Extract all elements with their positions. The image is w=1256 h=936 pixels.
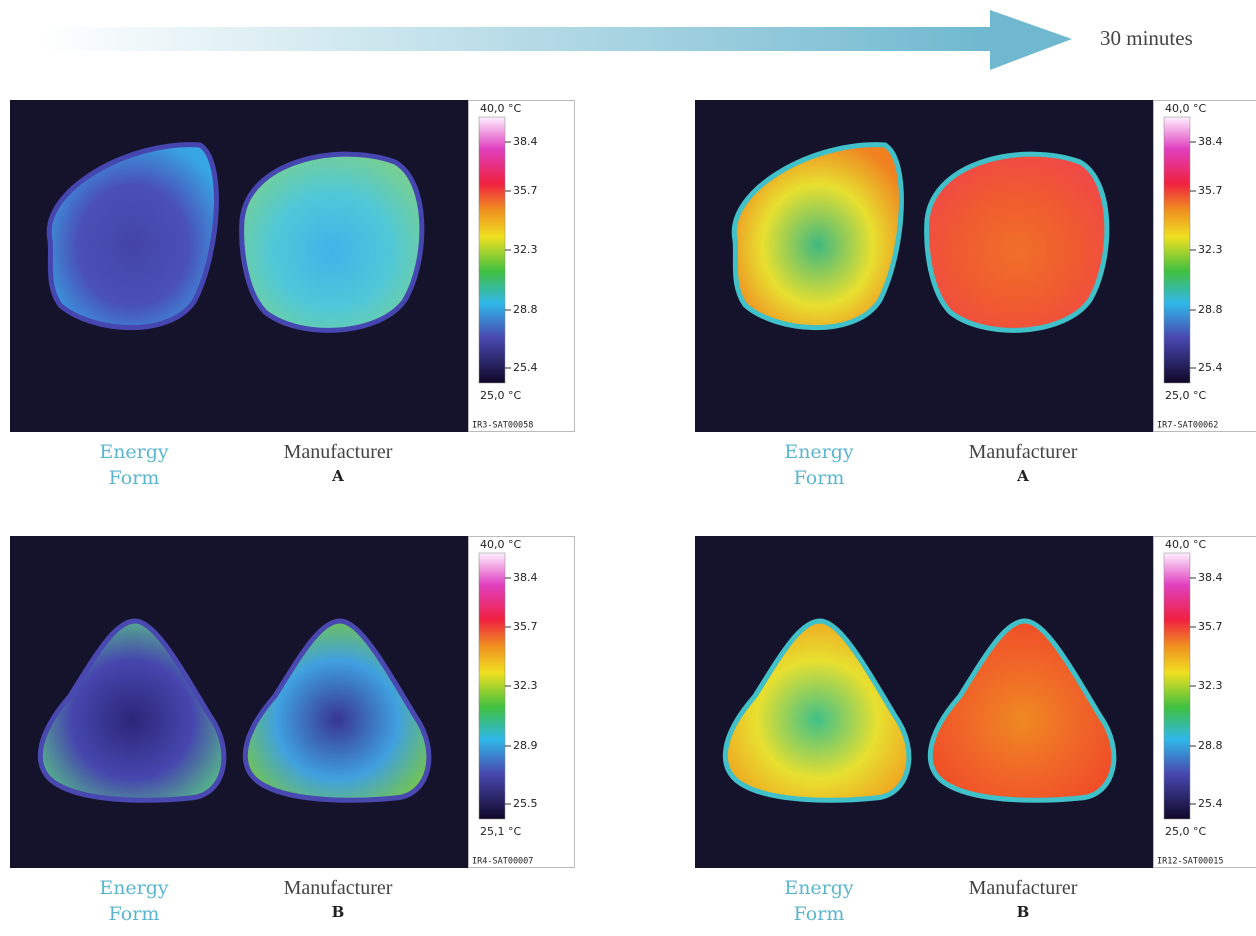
scale-min: 25,0 °C <box>1165 389 1206 402</box>
thermal-image: 40,0 °C 38.4 35.7 32.3 28.8 25.4 25,0 °C IR12-S… <box>695 536 1256 870</box>
image-id: IR7-SAT00062 <box>1157 421 1218 431</box>
thermal-panel: 40,0 °C 38.4 35.7 32.3 28.9 25.5 25,1 °C IR4-SA… <box>10 536 575 936</box>
thermal-image: 40,0 °C 38.4 35.7 32.3 28.8 25.4 25,0 °C IR3-SA… <box>10 100 575 434</box>
image-id: IR12-SAT00015 <box>1157 857 1224 867</box>
colorbar <box>479 117 505 383</box>
scale-min: 25,0 °C <box>480 389 521 402</box>
scale-tick-label: 28.8 <box>1198 303 1223 316</box>
heat-blob <box>927 154 1107 330</box>
scale-tick-label: 38.4 <box>513 571 538 584</box>
scale-min: 25,0 °C <box>1165 825 1206 838</box>
label-line: Form <box>44 901 224 927</box>
duration-label: 30 minutes <box>1100 26 1193 51</box>
temperature-scale: 40,0 °C 38.4 35.7 32.3 28.8 25.4 25,0 °C IR3-SA… <box>469 101 575 432</box>
scale-tick-label: 32.3 <box>513 243 538 256</box>
scale-tick-label: 32.3 <box>1198 679 1223 692</box>
thermal-panel: 40,0 °C 38.4 35.7 32.3 28.8 25.4 25,0 °C IR12-S… <box>695 536 1256 936</box>
scale-tick-label: 35.7 <box>1198 184 1223 197</box>
heat-blob <box>242 154 422 330</box>
label-line: Energy <box>729 875 909 901</box>
label-line: Form <box>729 901 909 927</box>
image-id: IR4-SAT00007 <box>472 857 533 867</box>
scale-tick-label: 28.9 <box>513 739 538 752</box>
label-line: Manufacturer <box>933 440 1113 464</box>
scale-tick-label: 28.8 <box>513 303 538 316</box>
label-letter: A <box>933 464 1113 488</box>
label-line: Energy <box>44 875 224 901</box>
temperature-scale: 40,0 °C 38.4 35.7 32.3 28.8 25.4 25,0 °C IR7-SA… <box>1154 101 1256 432</box>
label-line: Form <box>44 465 224 491</box>
scale-tick-label: 28.8 <box>1198 739 1223 752</box>
label-line: Energy <box>729 439 909 465</box>
label-line: Form <box>729 465 909 491</box>
scale-max: 40,0 °C <box>480 538 521 551</box>
thermal-image: 40,0 °C 38.4 35.7 32.3 28.8 25.4 25,0 °C IR7-SA… <box>695 100 1256 434</box>
temperature-scale: 40,0 °C 38.4 35.7 32.3 28.8 25.4 25,0 °C IR12-S… <box>1154 537 1256 868</box>
scale-tick-label: 35.7 <box>513 184 538 197</box>
scale-tick-label: 35.7 <box>1198 620 1223 633</box>
scale-tick-label: 35.7 <box>513 620 538 633</box>
scale-tick-label: 38.4 <box>1198 135 1223 148</box>
scale-tick-label: 32.3 <box>513 679 538 692</box>
label-line: Manufacturer <box>248 876 428 900</box>
scale-tick-label: 25.4 <box>513 361 538 374</box>
scale-max: 40,0 °C <box>1165 538 1206 551</box>
colorbar <box>479 553 505 819</box>
scale-tick-label: 38.4 <box>513 135 538 148</box>
colorbar <box>1164 117 1190 383</box>
scale-tick-label: 32.3 <box>1198 243 1223 256</box>
label-letter: B <box>933 900 1113 924</box>
label-line: Energy <box>44 439 224 465</box>
scale-max: 40,0 °C <box>480 102 521 115</box>
time-arrow <box>0 0 1256 80</box>
scale-max: 40,0 °C <box>1165 102 1206 115</box>
scale-min: 25,1 °C <box>480 825 521 838</box>
image-id: IR3-SAT00058 <box>472 421 533 431</box>
label-letter: B <box>248 900 428 924</box>
label-line: Manufacturer <box>248 440 428 464</box>
thermal-panel: 40,0 °C 38.4 35.7 32.3 28.8 25.4 25,0 °C IR7-SA… <box>695 100 1256 500</box>
colorbar <box>1164 553 1190 819</box>
scale-tick-label: 25.4 <box>1198 361 1223 374</box>
thermal-image: 40,0 °C 38.4 35.7 32.3 28.9 25.5 25,1 °C IR4-SA… <box>10 536 575 870</box>
temperature-scale: 40,0 °C 38.4 35.7 32.3 28.9 25.5 25,1 °C IR4-SA… <box>469 537 575 868</box>
scale-tick-label: 25.5 <box>513 797 538 810</box>
label-letter: A <box>248 464 428 488</box>
scale-tick-label: 25.4 <box>1198 797 1223 810</box>
thermal-panel: 40,0 °C 38.4 35.7 32.3 28.8 25.4 25,0 °C IR3-SA… <box>10 100 575 500</box>
label-line: Manufacturer <box>933 876 1113 900</box>
scale-tick-label: 38.4 <box>1198 571 1223 584</box>
